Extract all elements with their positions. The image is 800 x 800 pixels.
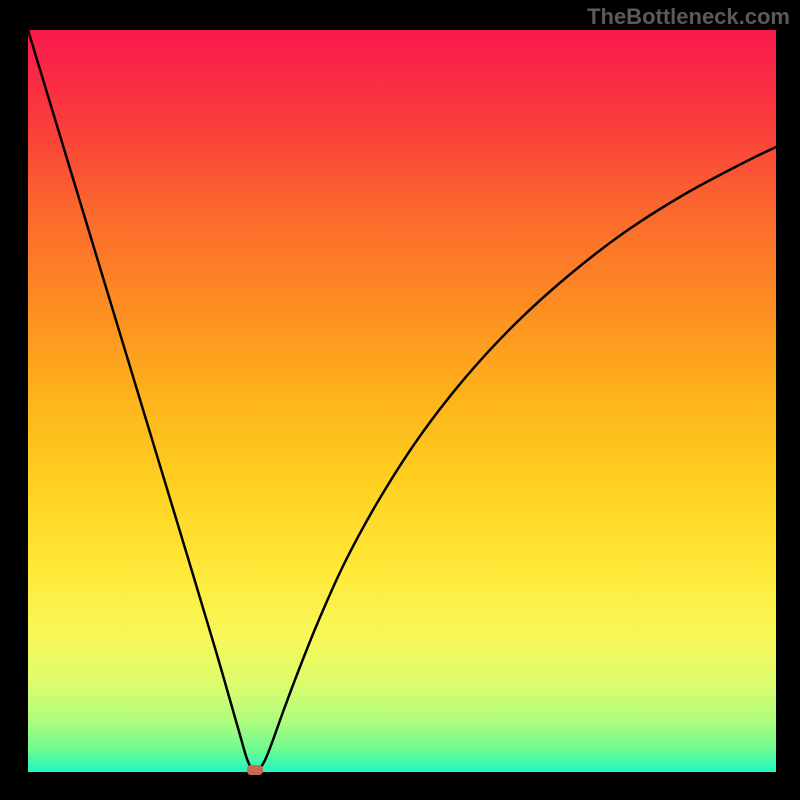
bottleneck-chart — [0, 0, 800, 800]
chart-container: TheBottleneck.com — [0, 0, 800, 800]
watermark-text: TheBottleneck.com — [587, 4, 790, 30]
optimal-marker — [247, 765, 263, 775]
